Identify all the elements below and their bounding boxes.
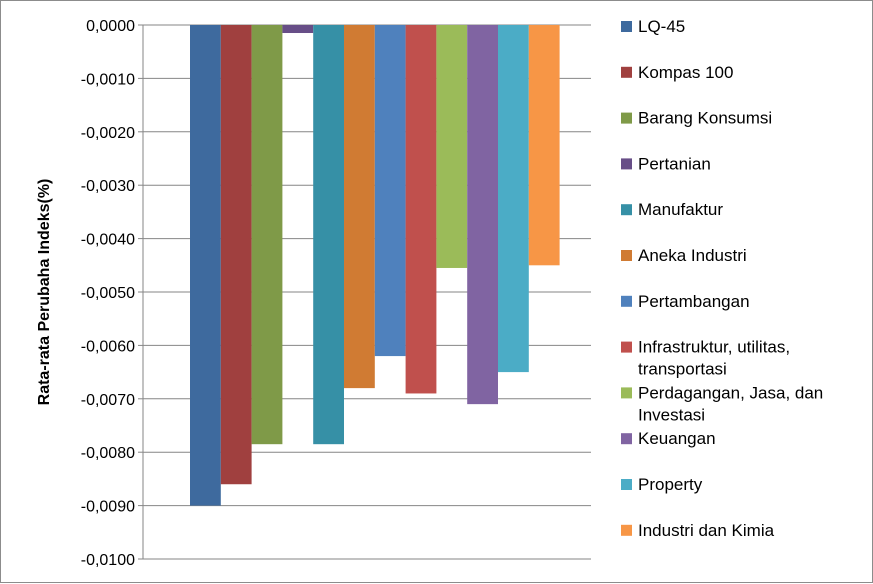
bar-10 bbox=[467, 25, 498, 405]
y-tick-label: -0,0050 bbox=[81, 285, 135, 302]
legend-label: Manufaktur bbox=[638, 200, 723, 219]
legend-label: Kompas 100 bbox=[638, 63, 733, 82]
legend-label: Property bbox=[638, 475, 703, 494]
bar-9 bbox=[436, 25, 468, 268]
legend-swatch bbox=[621, 112, 632, 124]
y-tick-label: -0,0070 bbox=[81, 392, 135, 409]
bar-12 bbox=[528, 25, 560, 266]
legend-label: Industri dan Kimia bbox=[638, 521, 775, 540]
legend-swatch bbox=[621, 158, 632, 170]
legend-label: Barang Konsumsi bbox=[638, 109, 772, 128]
bar-1 bbox=[190, 25, 221, 506]
y-tick-label: -0,0100 bbox=[81, 552, 135, 569]
legend-swatch bbox=[621, 524, 632, 536]
bar-2 bbox=[220, 25, 252, 485]
legend-swatch bbox=[621, 66, 632, 78]
bar-8 bbox=[405, 25, 437, 394]
y-tick-label: -0,0080 bbox=[81, 445, 135, 462]
bar-11 bbox=[498, 25, 529, 373]
bar-5 bbox=[313, 25, 344, 445]
y-axis-title: Rata-rata Perubaha Indeks(%) bbox=[36, 179, 53, 406]
bar-4 bbox=[282, 25, 314, 34]
y-tick-label: 0,0000 bbox=[86, 18, 135, 35]
legend-swatch bbox=[621, 433, 632, 445]
legend-swatch bbox=[621, 387, 632, 399]
y-tick-label: -0,0090 bbox=[81, 499, 135, 516]
legend-label: Perdagangan, Jasa, dan Investasi bbox=[638, 383, 823, 424]
legend-swatch bbox=[621, 479, 632, 490]
legend-swatch bbox=[621, 250, 632, 261]
legend-swatch bbox=[621, 295, 632, 307]
y-tick-label: -0,0020 bbox=[81, 125, 135, 142]
legend-swatch bbox=[621, 21, 632, 32]
bar-6 bbox=[344, 25, 375, 389]
y-tick-label: -0,0040 bbox=[81, 232, 135, 249]
bar-7 bbox=[374, 25, 406, 357]
y-tick-labels: 0,0000 -0,0010 -0,0020 -0,0030 -0,0040 -0,005… bbox=[81, 18, 135, 569]
legend-label: LQ-45 bbox=[638, 17, 685, 36]
legend: LQ-45 Kompas 100 Barang Konsumsi Pertanian M… bbox=[621, 17, 823, 540]
y-tick-label: -0,0030 bbox=[81, 178, 135, 195]
legend-label: Keuangan bbox=[638, 429, 716, 448]
legend-label: Infrastruktur, utilitas, transportasi bbox=[638, 338, 790, 379]
legend-swatch bbox=[621, 341, 632, 353]
legend-label: Pertambangan bbox=[638, 292, 750, 311]
y-tick-label: -0,0060 bbox=[81, 338, 135, 355]
legend-swatch bbox=[621, 204, 632, 216]
y-tick-label: -0,0010 bbox=[81, 71, 135, 88]
bar-3 bbox=[251, 25, 283, 445]
legend-label: Aneka Industri bbox=[638, 246, 747, 265]
legend-label: Pertanian bbox=[638, 154, 711, 173]
bars bbox=[190, 25, 560, 506]
